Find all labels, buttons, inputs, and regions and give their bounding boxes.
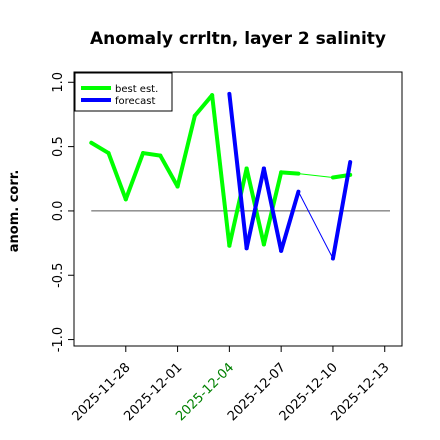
series-forecast-segment-4 [297,191,334,260]
series-best-est-segment-8 [227,166,249,248]
series-best-est-segment-6 [192,93,215,118]
x-axis: 2025-11-282025-12-012025-12-042025-12-07… [70,346,393,424]
y-tick-label-1: -0.5 [51,263,66,288]
series-forecast-segment-0 [227,91,249,251]
y-axis: -1.0 -0.5 0.0 0.5 1.0 [51,72,74,352]
legend: best est. forecast [74,72,173,112]
series-best-est-segment-3 [141,151,163,158]
chart-title: Anomaly crrltn, layer 2 salinity [90,29,386,49]
series-best-est-segment-2 [123,151,146,202]
y-tick-label-2: 0.0 [51,201,66,222]
plot-frame [73,71,403,347]
series-best-est [89,93,353,248]
series-forecast-segment-2 [261,166,284,253]
y-axis-label: anom. corr. [7,170,22,253]
y-tick-label-3: 0.5 [51,136,66,157]
legend-label-best-est: best est. [115,84,158,95]
y-tick-label-4: 1.0 [51,72,66,93]
series-forecast-segment-5 [330,160,353,261]
y-tick-label-0: -1.0 [51,327,66,352]
series-forecast-segment-3 [279,189,301,253]
series-best-est-segment-11 [279,170,301,176]
series-forecast [227,91,353,261]
legend-label-forecast: forecast [115,96,156,107]
series-best-est-segment-5 [175,113,197,189]
series-best-est-segment-7 [210,93,232,248]
series-best-est-segment-12 [297,173,334,178]
series-best-est-segment-0 [89,140,111,156]
series-layer [89,91,353,261]
series-best-est-segment-4 [158,153,180,189]
series-best-est-segment-1 [106,151,128,202]
series-forecast-segment-1 [244,166,266,251]
legend-box [74,72,173,112]
